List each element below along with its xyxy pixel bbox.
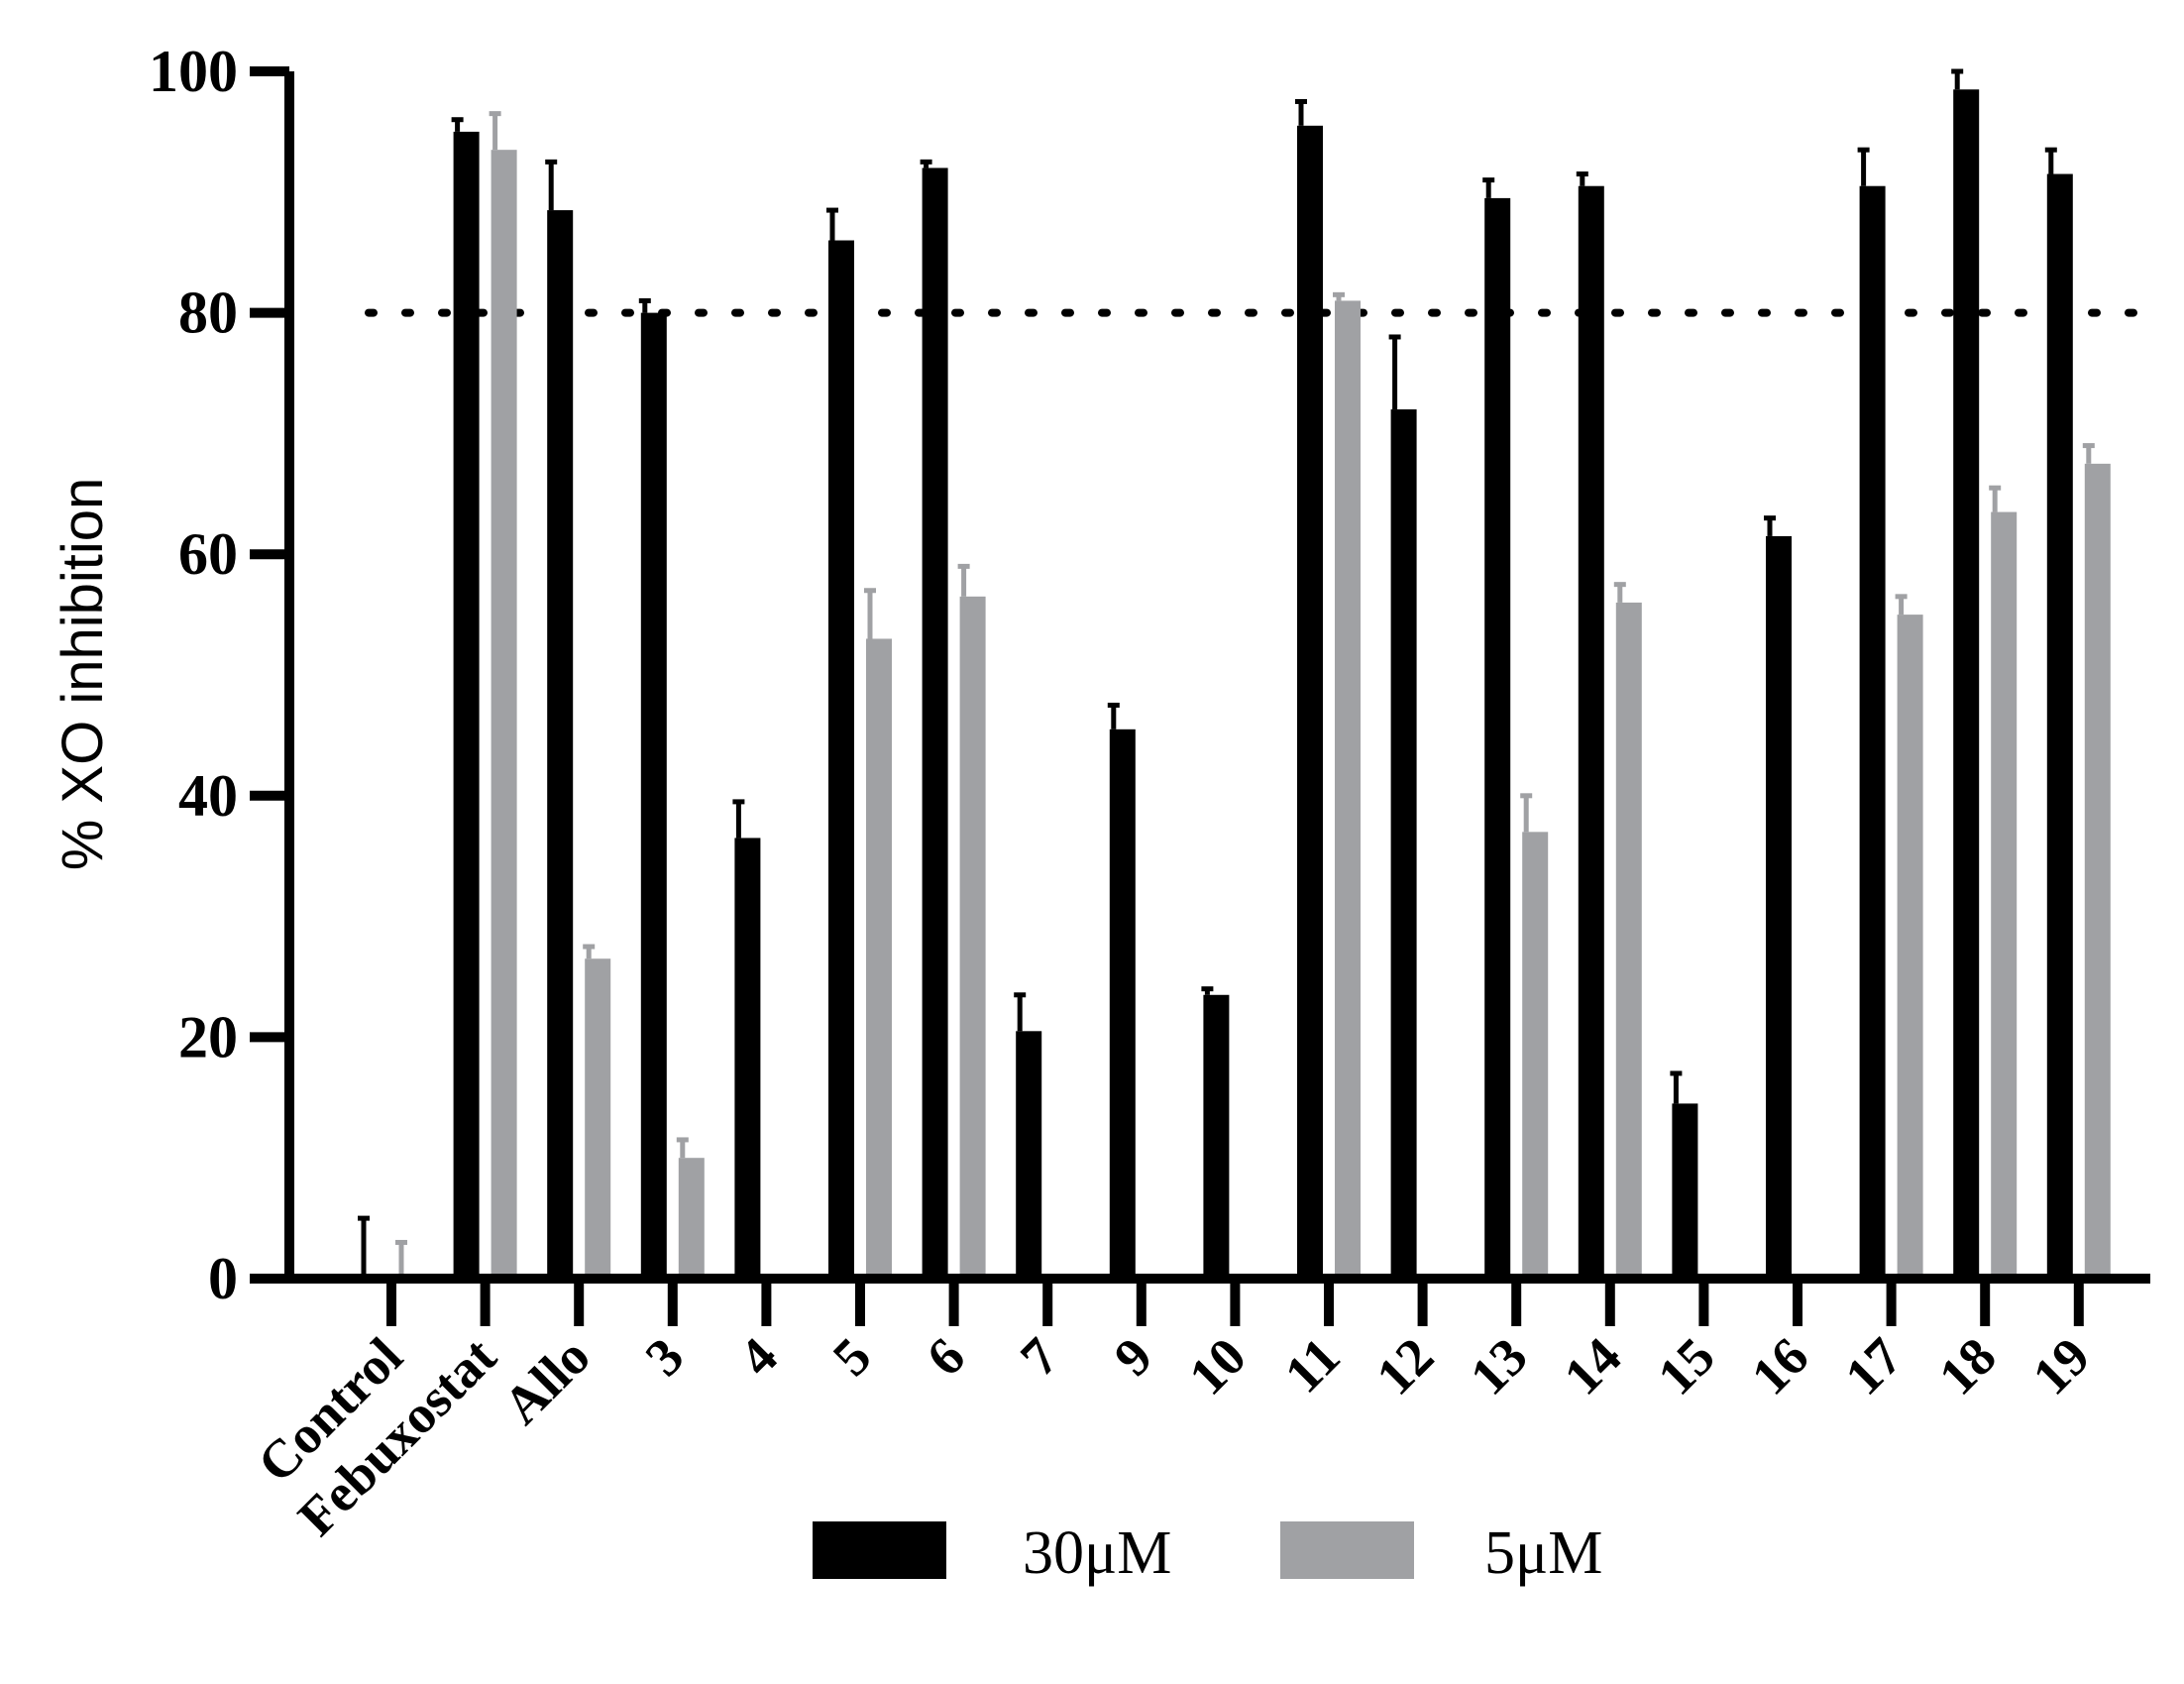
bar-30uM-14 [1578, 185, 1604, 1280]
legend-label-30uM: 30μM [1023, 1519, 1171, 1587]
y-tick-label-100: 100 [149, 39, 238, 104]
bar-30uM-allo [547, 210, 574, 1279]
legend-swatch-5uM [1280, 1521, 1414, 1579]
bar-30uM-4 [734, 838, 761, 1279]
x-tick-label-13: 13 [1459, 1326, 1539, 1406]
x-tick-label-9: 9 [1103, 1326, 1164, 1388]
x-tick-label-6: 6 [916, 1326, 977, 1388]
bar-30uM-13 [1484, 197, 1511, 1279]
x-tick-label-19: 19 [2021, 1326, 2102, 1406]
x-tick-label-11: 11 [1273, 1326, 1352, 1404]
y-tick-label-40: 40 [178, 763, 238, 829]
bar-5uM-19 [2084, 463, 2111, 1280]
bar-5uM-13 [1522, 832, 1549, 1279]
bar-30uM-7 [1016, 1031, 1042, 1279]
y-tick-label-80: 80 [178, 281, 238, 346]
x-tick-label-5: 5 [821, 1326, 883, 1388]
bar-30uM-17 [1859, 185, 1886, 1280]
y-tick-label-20: 20 [178, 1004, 238, 1069]
x-tick-label-10: 10 [1177, 1326, 1257, 1406]
x-tick-label-4: 4 [727, 1326, 789, 1388]
x-tick-label-17: 17 [1833, 1326, 1913, 1406]
y-tick-label-60: 60 [178, 521, 238, 587]
x-tick-label-3: 3 [634, 1326, 696, 1388]
bar-30uM-19 [2046, 173, 2073, 1279]
bar-5uM-febuxostat [491, 150, 517, 1279]
bar-5uM-11 [1335, 300, 1361, 1279]
x-tick-label-18: 18 [1927, 1326, 2008, 1406]
bar-5uM-14 [1615, 602, 1642, 1279]
bar-30uM-12 [1390, 409, 1417, 1279]
bar-5uM-18 [1991, 511, 2018, 1279]
x-tick-label-16: 16 [1740, 1326, 1820, 1406]
x-tick-label-14: 14 [1553, 1326, 1633, 1406]
bar-30uM-15 [1672, 1103, 1698, 1279]
bar-30uM-11 [1297, 125, 1323, 1279]
bar-30uM-5 [828, 240, 854, 1279]
legend-label-5uM: 5μM [1484, 1519, 1602, 1587]
x-tick-label-allo: Allo [491, 1326, 601, 1435]
bar-30uM-16 [1766, 535, 1792, 1279]
bar-30uM-3 [640, 312, 667, 1280]
bar-5uM-5 [866, 638, 892, 1279]
bars-group [358, 68, 2111, 1280]
bar-30uM-6 [922, 168, 948, 1280]
axes-group [250, 66, 2150, 1326]
y-tick-label-0: 0 [208, 1246, 238, 1311]
legend-swatch-30uM [813, 1521, 946, 1579]
bar-30uM-18 [1953, 89, 1980, 1279]
y-axis-label: % XO inhibition [51, 478, 115, 871]
bar-5uM-17 [1897, 615, 1923, 1279]
x-tick-label-12: 12 [1365, 1326, 1445, 1406]
legend-group: 30μM 5μM [813, 1519, 1602, 1587]
x-tick-label-7: 7 [1009, 1326, 1070, 1388]
bar-5uM-allo [585, 958, 611, 1279]
bar-30uM-febuxostat [453, 131, 480, 1279]
x-tick-label-15: 15 [1646, 1326, 1726, 1406]
bar-30uM-10 [1203, 994, 1230, 1279]
bar-5uM-3 [678, 1158, 705, 1279]
bar-30uM-9 [1109, 729, 1136, 1279]
bar-5uM-6 [959, 596, 986, 1279]
